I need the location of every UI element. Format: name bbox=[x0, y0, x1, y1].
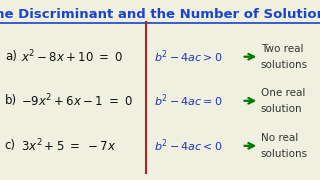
Text: $3x^2 + 5 \ = \ -7x$: $3x^2 + 5 \ = \ -7x$ bbox=[21, 138, 116, 154]
Text: $b^2 - 4ac < 0$: $b^2 - 4ac < 0$ bbox=[154, 138, 222, 154]
Text: a): a) bbox=[5, 50, 17, 63]
Text: Two real: Two real bbox=[261, 44, 303, 54]
Text: The Discriminant and the Number of Solutions: The Discriminant and the Number of Solut… bbox=[0, 8, 320, 21]
Text: solutions: solutions bbox=[261, 60, 308, 70]
Text: solution: solution bbox=[261, 104, 302, 114]
Text: $-9x^2 + 6x - 1 \ = \ 0$: $-9x^2 + 6x - 1 \ = \ 0$ bbox=[21, 93, 133, 109]
Text: $b^2 - 4ac > 0$: $b^2 - 4ac > 0$ bbox=[154, 48, 222, 65]
Text: $x^2 - 8x + 10 \ = \ 0$: $x^2 - 8x + 10 \ = \ 0$ bbox=[21, 48, 123, 65]
Text: b): b) bbox=[5, 94, 17, 107]
Text: One real: One real bbox=[261, 88, 305, 98]
Text: $b^2 - 4ac = 0$: $b^2 - 4ac = 0$ bbox=[154, 93, 222, 109]
Text: c): c) bbox=[5, 139, 16, 152]
Text: solutions: solutions bbox=[261, 149, 308, 159]
Text: No real: No real bbox=[261, 133, 298, 143]
